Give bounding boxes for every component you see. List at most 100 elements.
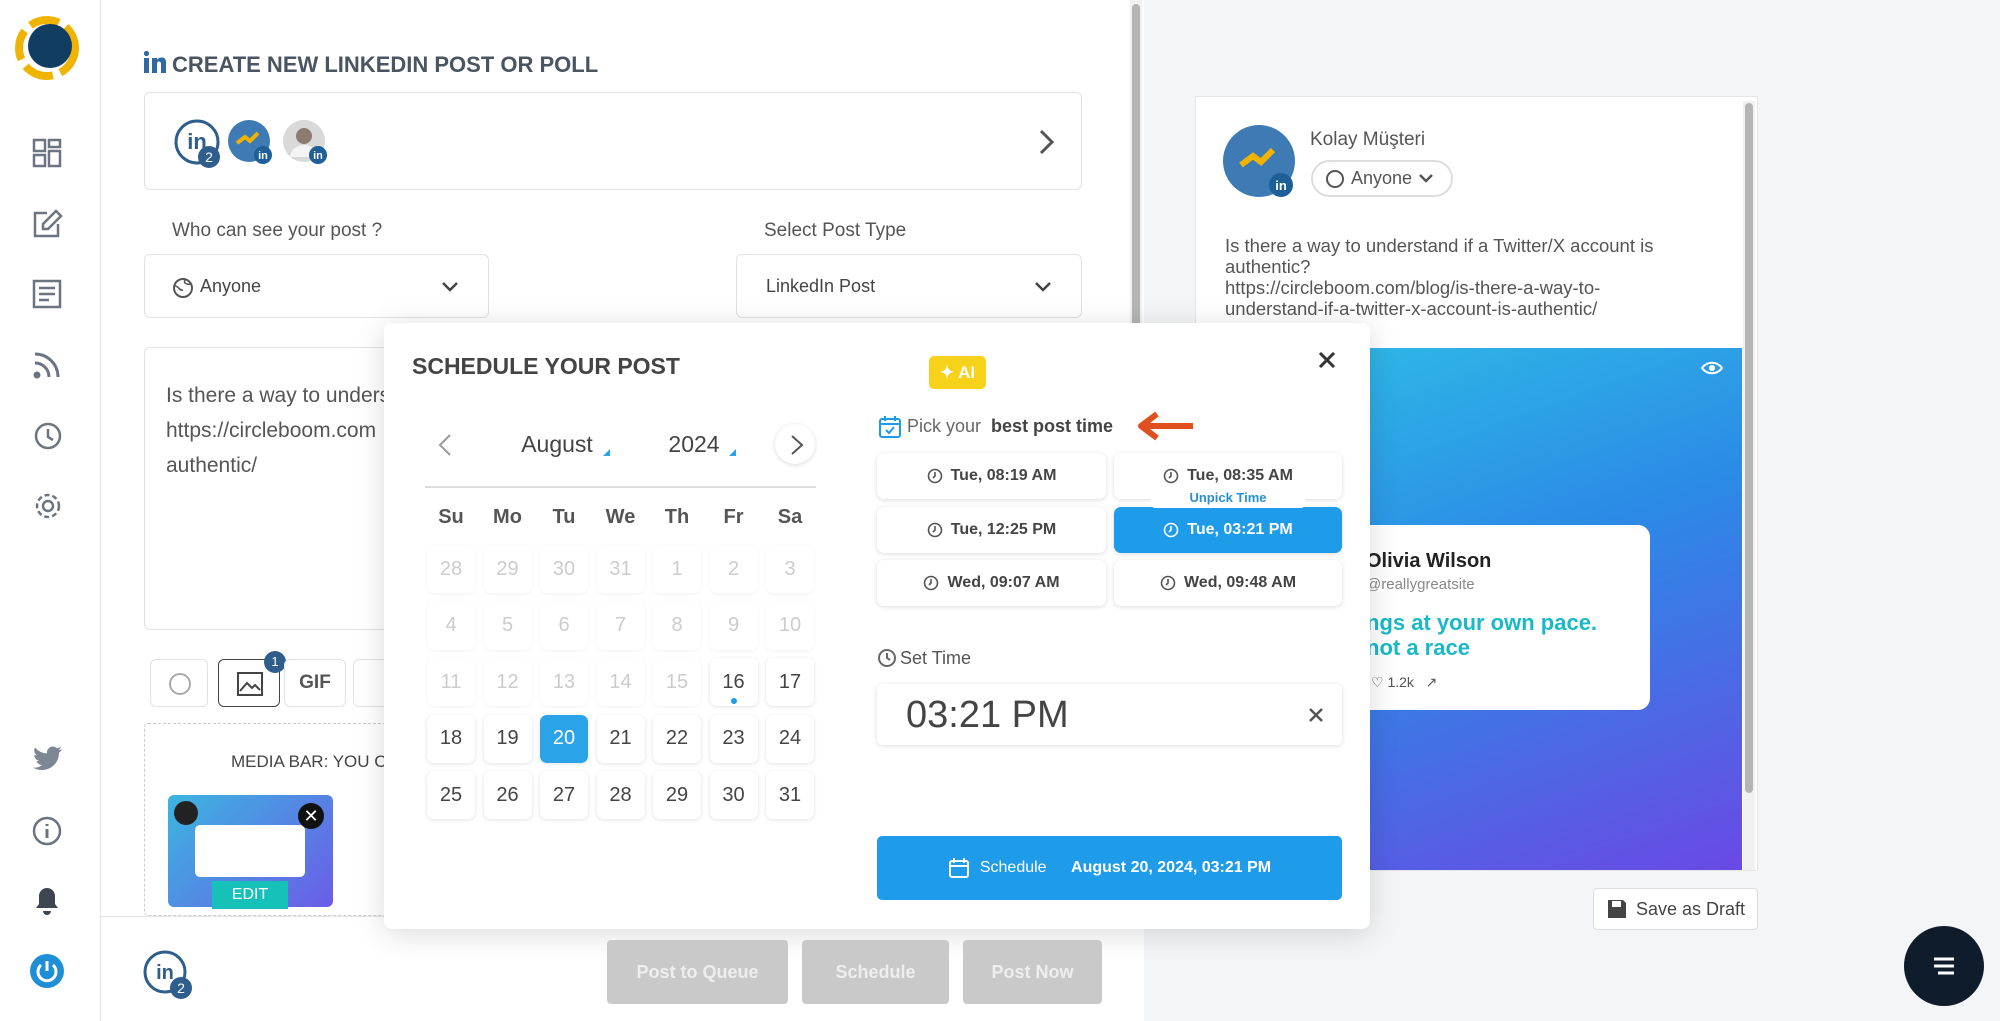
editor-text: Is there a way to unders https://circlebo… <box>166 378 390 483</box>
account-avatar[interactable]: in <box>282 119 332 169</box>
compose-icon[interactable] <box>32 208 64 240</box>
preview-line: understand-if-a-twitter-x-account-is-aut… <box>1225 298 1598 319</box>
day-cell: 10 <box>766 601 814 650</box>
day-cell: 7 <box>596 601 645 650</box>
globe-icon <box>173 278 193 298</box>
month-select[interactable]: August <box>521 431 593 457</box>
clock-icon <box>927 522 943 537</box>
day-cell: 13 <box>540 658 588 706</box>
day-cell[interactable]: 25 <box>427 771 475 819</box>
gif-button[interactable]: GIF <box>284 659 346 707</box>
day-cell[interactable]: 20 <box>540 714 588 763</box>
day-cell: 8 <box>653 601 701 650</box>
day-cell[interactable]: 29 <box>653 771 701 819</box>
day-cell[interactable]: 26 <box>483 771 532 819</box>
pointer-arrow <box>1138 411 1193 441</box>
time-option[interactable]: Tue, 12:25 PM <box>877 506 1106 553</box>
next-month[interactable] <box>775 424 815 464</box>
svg-text:in: in <box>313 150 323 162</box>
linkedin-logo <box>144 51 166 73</box>
info-icon[interactable] <box>31 815 63 847</box>
ai-text: AI <box>958 362 976 382</box>
expand-arrow[interactable] <box>1037 128 1057 156</box>
save-draft-button[interactable]: Save as Draft <box>1593 888 1758 930</box>
footer-button[interactable]: Schedule <box>802 940 949 1004</box>
day-cell[interactable]: 17 <box>766 658 814 706</box>
weekday: Mo <box>493 506 522 528</box>
clock-icon <box>878 649 896 667</box>
attach-button[interactable] <box>150 659 208 707</box>
post-type-label: Select Post Type <box>764 220 907 241</box>
quote-line: not a race <box>1366 635 1470 660</box>
time-option[interactable]: Tue, 03:21 PM <box>1114 506 1342 553</box>
time-label: Tue, 08:19 AM <box>950 467 1057 484</box>
thumb-edit-button[interactable]: EDIT <box>212 881 288 909</box>
day-cell[interactable]: 30 <box>709 771 758 819</box>
time-input[interactable]: 03:21 PM <box>877 684 1342 745</box>
time-option[interactable]: Tue, 08:19 AM <box>877 453 1106 499</box>
post-type-value: LinkedIn Post <box>766 276 876 296</box>
rss-icon[interactable] <box>32 350 62 380</box>
bell-icon[interactable] <box>32 885 62 917</box>
editor-line: authentic/ <box>166 454 258 477</box>
quote-text: ngs at your own pace. not a race <box>1366 610 1597 660</box>
quote-card: Olivia Wilson @reallygreatsite ngs at yo… <box>1357 525 1650 710</box>
year-select[interactable]: 2024 <box>668 431 720 457</box>
eye-icon[interactable] <box>1701 360 1723 376</box>
schedule-button[interactable]: Schedule August 20, 2024, 03:21 PM <box>877 836 1342 900</box>
day-cell[interactable]: 19 <box>483 714 532 763</box>
schedule-label: Schedule <box>979 859 1047 876</box>
day-cell[interactable]: 23 <box>709 714 758 763</box>
accounts-box[interactable]: in 2 in in <box>144 92 1082 190</box>
prev-month[interactable] <box>430 427 462 463</box>
day-cell: 3 <box>766 545 814 593</box>
day-cell[interactable]: 27 <box>540 771 588 819</box>
modal-close[interactable] <box>1318 351 1336 369</box>
day-cell[interactable]: 21 <box>596 714 645 763</box>
schedule-icon[interactable] <box>32 420 64 452</box>
menu-fab[interactable] <box>1904 926 1984 1006</box>
day-cell[interactable]: 18 <box>427 714 475 763</box>
footer-button[interactable]: Post Now <box>963 940 1102 1004</box>
time-label: Tue, 12:25 PM <box>950 520 1057 538</box>
day-cell: 28 <box>427 545 475 593</box>
clear-time[interactable] <box>1308 707 1324 723</box>
thumb-remove[interactable]: ✕ <box>298 803 324 829</box>
day-cell: 5 <box>483 601 532 650</box>
day-cell[interactable]: 28 <box>596 771 645 819</box>
post-type-select[interactable]: LinkedIn Post <box>736 254 1082 318</box>
account-avatar[interactable]: in <box>227 119 277 169</box>
clock-icon <box>1160 575 1176 591</box>
weekday: We <box>605 506 636 528</box>
pick-prefix: Pick your <box>907 416 982 436</box>
day-cell: 1 <box>653 545 701 593</box>
time-option[interactable]: Wed, 09:48 AM <box>1114 560 1342 606</box>
ai-badge[interactable]: ✦ AI <box>929 356 986 389</box>
time-option[interactable]: Wed, 09:07 AM <box>877 560 1106 606</box>
footer-button[interactable]: Post to Queue <box>607 940 788 1004</box>
schedule-modal: SCHEDULE YOUR POST ✦ AI August 2024 Su Mo T… <box>384 323 1370 929</box>
media-bar-label: MEDIA BAR: YOU C <box>231 752 387 771</box>
unpick-time[interactable]: Unpick Time <box>1151 488 1305 508</box>
settings-icon[interactable] <box>32 490 64 522</box>
visibility-select[interactable]: Anyone <box>144 254 489 318</box>
twitter-icon[interactable] <box>32 745 64 773</box>
pick-strong: best post time <box>991 416 1114 436</box>
day-cell[interactable]: 31 <box>766 771 814 819</box>
media-thumb[interactable]: ✕ EDIT <box>168 795 333 909</box>
dashboard-icon[interactable] <box>32 138 62 168</box>
power-icon[interactable] <box>29 953 65 989</box>
media-count: 1 <box>264 651 286 673</box>
quote-handle: @reallygreatsite <box>1366 576 1475 593</box>
set-time-label: Set Time <box>900 648 972 668</box>
account-count: 2 <box>198 146 220 168</box>
posts-icon[interactable] <box>32 279 62 309</box>
preview-text: Is there a way to understand if a Twitte… <box>1225 235 1653 319</box>
footer-count: 2 <box>170 977 192 999</box>
likes-count: 1.2k <box>1387 674 1414 690</box>
day-cell[interactable]: 24 <box>766 714 814 763</box>
thumb-edit-icon[interactable] <box>174 801 198 825</box>
day-cell[interactable]: 22 <box>653 714 701 763</box>
day-cell: 12 <box>483 658 532 706</box>
